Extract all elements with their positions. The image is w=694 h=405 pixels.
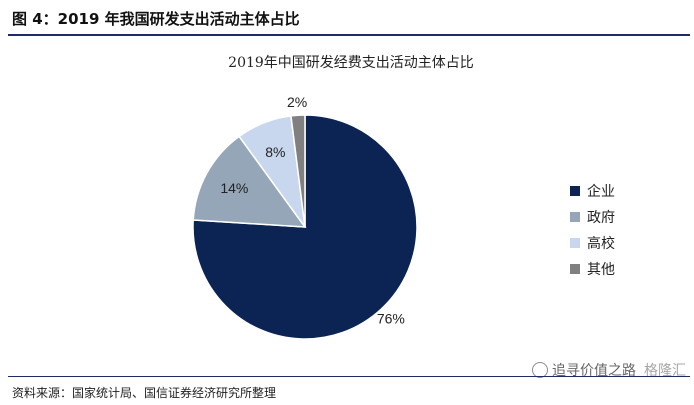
legend-label: 企业 <box>587 184 615 200</box>
footer-rule <box>8 376 690 377</box>
pie-slice-2 <box>192 135 307 228</box>
chart-area: 2019年中国研发经费支出活动主体占比 76% 14% 8% 2% <box>58 40 644 390</box>
legend-label: 其他 <box>587 262 615 278</box>
legend-label: 高校 <box>587 236 615 252</box>
pie-slice-4 <box>290 114 306 228</box>
header-rule <box>8 34 690 36</box>
legend-item: 企业 <box>570 178 615 204</box>
watermark-text: 追寻价值之路 <box>552 363 636 379</box>
watermark-brand: 格隆汇 <box>644 363 686 379</box>
slice-label-1: 76% <box>377 310 405 326</box>
legend-swatch <box>570 186 580 196</box>
legend-item: 其他 <box>570 256 615 282</box>
legend-swatch <box>570 238 580 248</box>
slice-label-4: 2% <box>287 94 307 110</box>
legend-item: 高校 <box>570 230 615 256</box>
watermark: 追寻价值之路 格隆汇 <box>532 360 686 380</box>
legend-swatch <box>570 212 580 222</box>
slice-label-2: 14% <box>220 180 248 196</box>
figure-title: 图 4：2019 年我国研发支出活动主体占比 <box>12 10 300 28</box>
slice-label-3: 8% <box>265 144 285 160</box>
pie-chart: 76% 14% 8% 2% <box>192 94 418 340</box>
chart-title: 2019年中国研发经费支出活动主体占比 <box>228 55 474 71</box>
chart-legend: 企业 政府 高校 其他 <box>570 178 615 282</box>
legend-label: 政府 <box>587 210 615 226</box>
source-note: 资料来源：国家统计局、国信证券经济研究所整理 <box>12 386 277 400</box>
wechat-icon <box>532 362 548 378</box>
legend-item: 政府 <box>570 204 615 230</box>
legend-swatch <box>570 264 580 274</box>
figure-header: 图 4：2019 年我国研发支出活动主体占比 <box>0 0 694 34</box>
